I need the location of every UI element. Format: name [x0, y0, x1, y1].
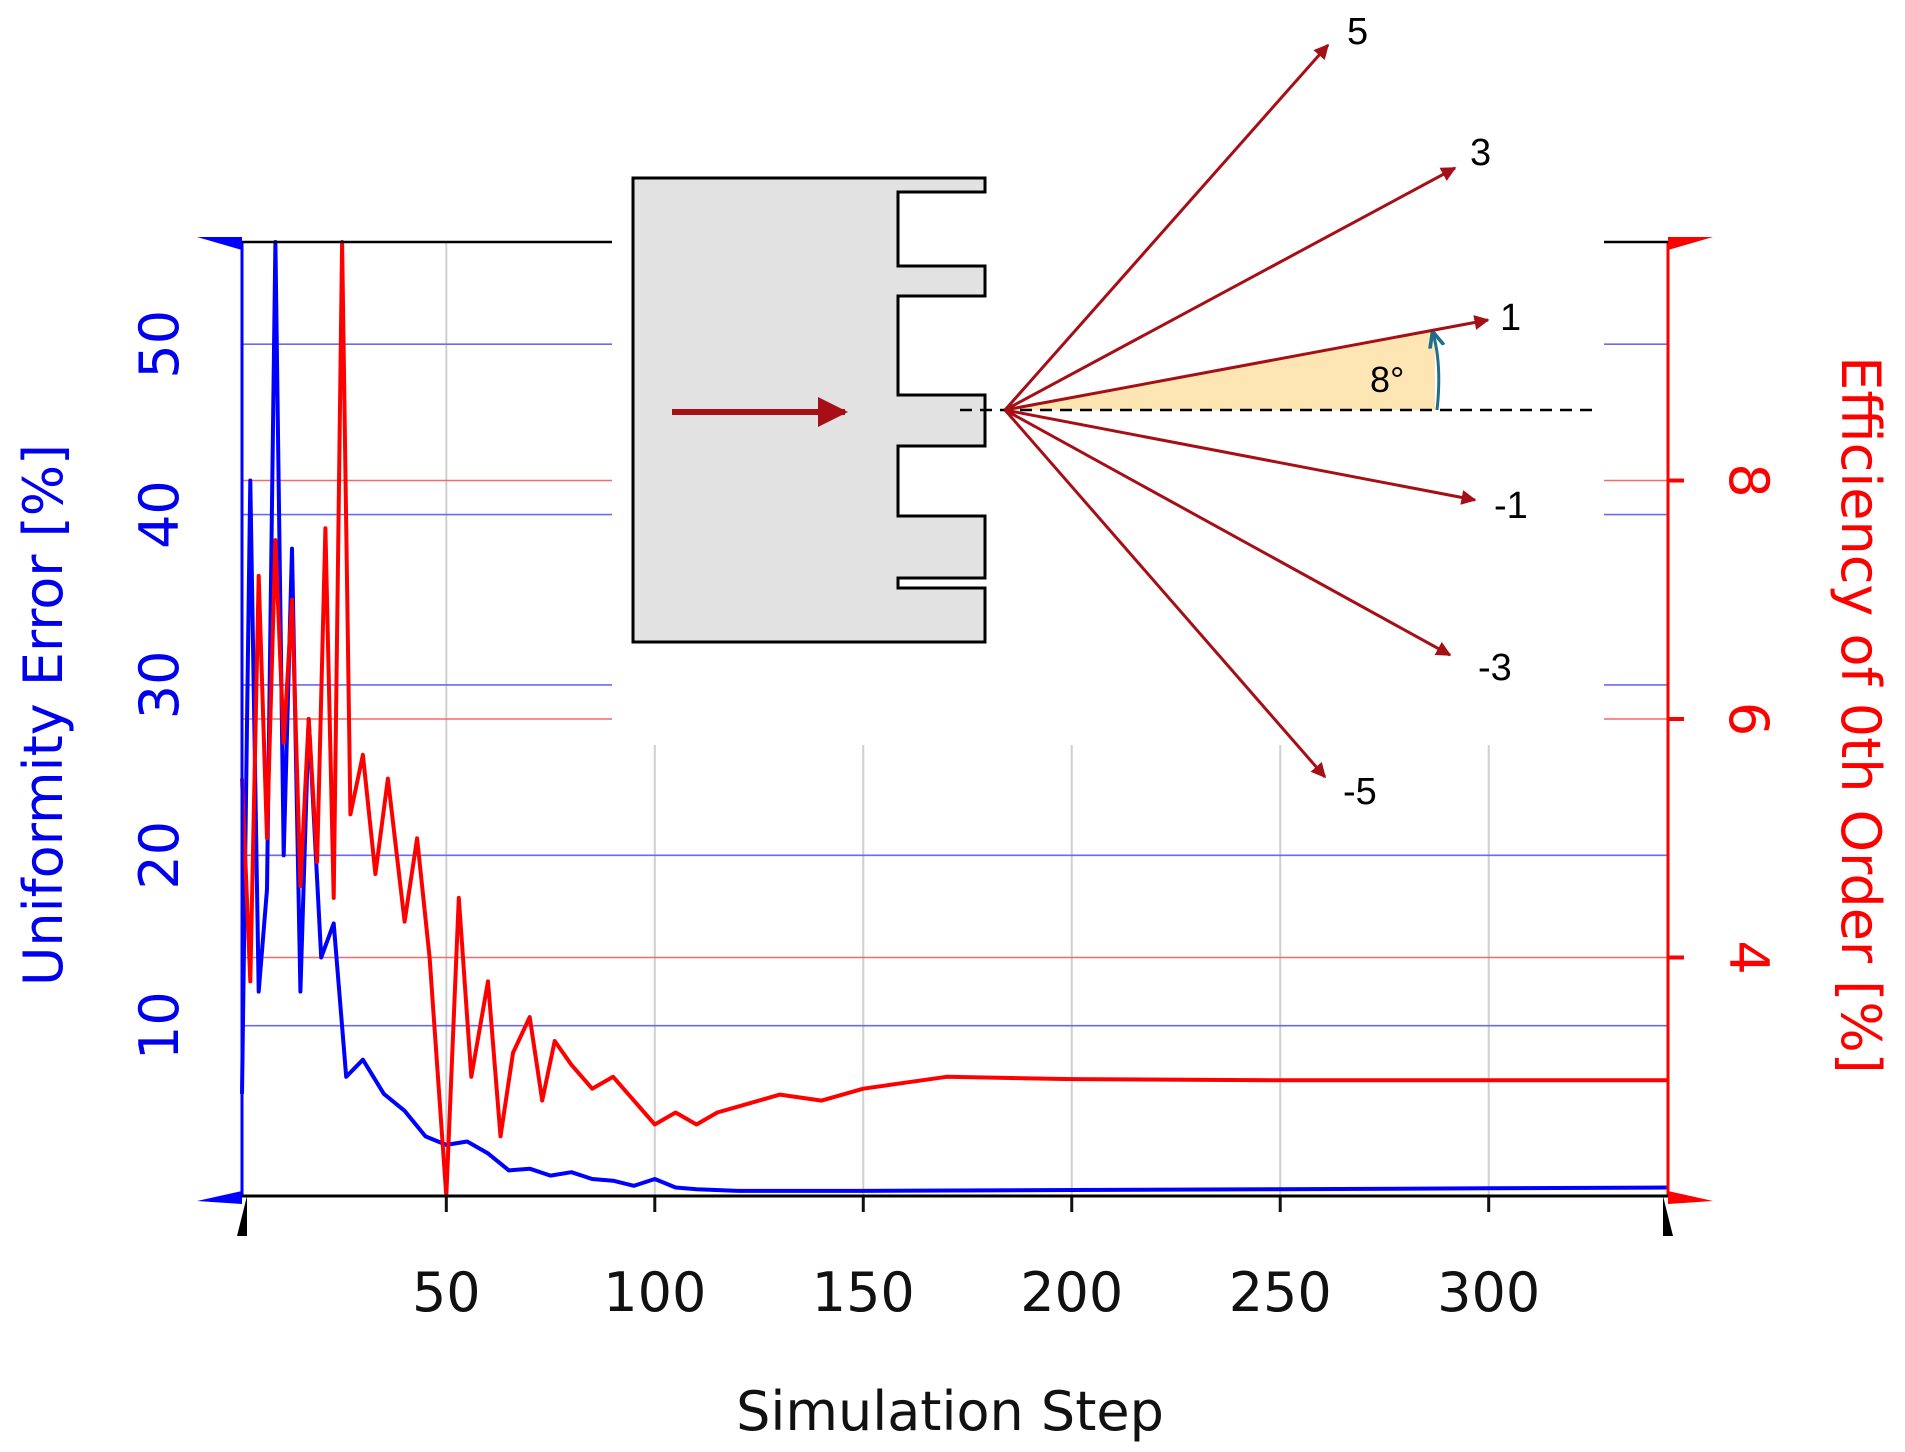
- angle-arc-icon: [1433, 333, 1439, 411]
- y-left-axis-title: Uniformity Error [%]: [12, 444, 75, 986]
- y-right-axis-title: Efficiency of 0th Order [%]: [1829, 356, 1892, 1073]
- data-series: [240, 240, 1669, 1198]
- y-right-tick-label: 8: [1717, 463, 1780, 497]
- x-axis-title: Simulation Step: [736, 1380, 1164, 1443]
- order-label-minus-5: -5: [1343, 771, 1377, 813]
- grating-diffraction-inset: 5 3 1 -1 -3 -5 8°: [612, 11, 1604, 813]
- x-tick-label: 50: [412, 1261, 481, 1324]
- order-arrow-3: [1004, 166, 1457, 412]
- tick-labels: 50 100 150 200 250 300 10 20 30 40 50 4 6 8: [128, 310, 1780, 1324]
- order-arrow-minus-1: [1004, 408, 1477, 505]
- order-arrow-minus-5: [1003, 409, 1327, 779]
- y-left-tick-label: 20: [128, 821, 191, 890]
- y-right-tick-label: 4: [1717, 940, 1780, 974]
- order-label-5: 5: [1347, 11, 1368, 53]
- x-left-marker: [237, 1196, 247, 1236]
- order-arrow-1: [1004, 315, 1490, 412]
- y-right-top-marker: [1668, 237, 1713, 250]
- x-tick-label: 100: [603, 1261, 706, 1324]
- y-left-tick-label: 30: [128, 651, 191, 720]
- y-left-tick-label: 40: [128, 480, 191, 549]
- angle-label: 8°: [1370, 359, 1404, 400]
- order-label-1: 1: [1500, 297, 1521, 339]
- diffraction-order-arrows: [1003, 43, 1490, 779]
- y-left-tick-label: 10: [128, 991, 191, 1060]
- x-tick-label: 150: [812, 1261, 915, 1324]
- y-right-bottom-marker: [1668, 1191, 1713, 1204]
- efficiency-series-line: [240, 240, 1668, 1198]
- y-left-bottom-marker: [197, 1191, 242, 1204]
- order-label-minus-3: -3: [1478, 647, 1512, 689]
- order-label-minus-1: -1: [1494, 485, 1528, 527]
- x-tick-label: 300: [1437, 1261, 1540, 1324]
- x-tick-label: 200: [1020, 1261, 1123, 1324]
- y-left-top-marker: [197, 237, 242, 250]
- y-right-tick-label: 6: [1717, 702, 1780, 736]
- order-arrow-minus-3: [1004, 408, 1452, 657]
- x-tick-label: 250: [1229, 1261, 1332, 1324]
- order-arrow-5: [1003, 43, 1330, 411]
- y-left-tick-label: 50: [128, 310, 191, 379]
- order-label-3: 3: [1470, 132, 1491, 174]
- x-right-marker: [1663, 1196, 1673, 1236]
